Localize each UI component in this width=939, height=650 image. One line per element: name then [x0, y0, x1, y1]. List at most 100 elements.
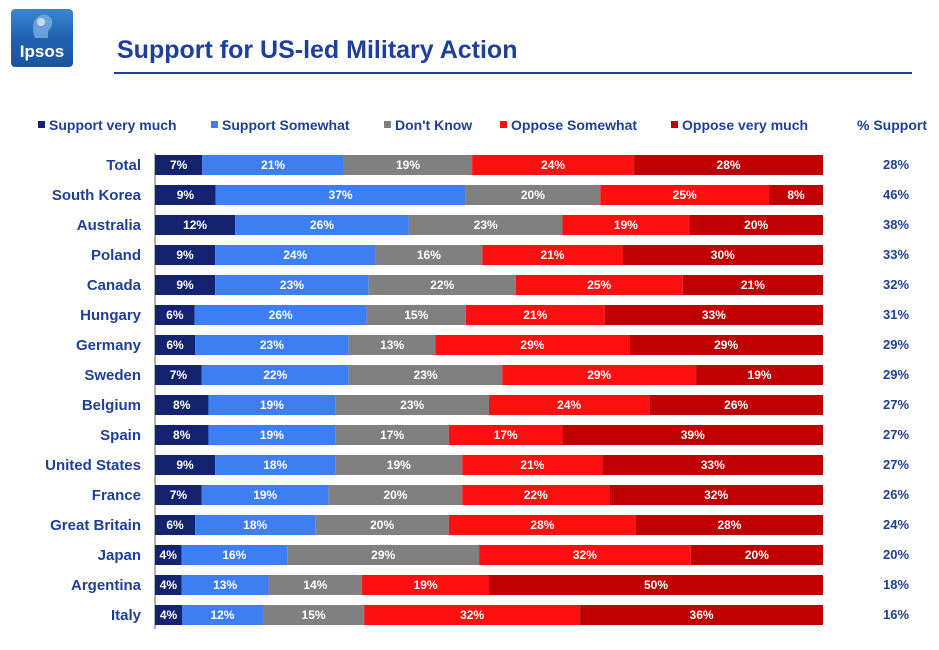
support-percent-total: 28% [883, 157, 909, 172]
bar-segment-belgium-oppose-very-much [649, 395, 823, 415]
legend-swatch [211, 121, 218, 128]
data-label-total-support-very-much: 7% [170, 158, 188, 172]
legend-swatch [500, 121, 507, 128]
data-label-united-states-oppose-somewhat: 21% [520, 458, 544, 472]
data-label-south-korea-oppose-somewhat: 25% [673, 188, 697, 202]
bar-segment-hungary-don-t-know [366, 305, 466, 325]
bar-segment-japan-support-somewhat [181, 545, 288, 565]
bar-segment-canada-oppose-very-much [682, 275, 823, 295]
data-label-great-britain-oppose-very-much: 28% [717, 518, 741, 532]
bar-segment-great-britain-oppose-very-much [635, 515, 823, 535]
support-percent-germany: 29% [883, 337, 909, 352]
data-label-canada-support-somewhat: 23% [280, 278, 304, 292]
data-label-united-states-support-somewhat: 18% [263, 458, 287, 472]
logo-head-icon [33, 14, 53, 38]
bar-segment-argentina-support-very-much [155, 575, 182, 595]
data-label-sweden-support-very-much: 7% [170, 368, 188, 382]
bar-segment-sweden-support-very-much [155, 365, 202, 385]
data-label-japan-don-t-know: 29% [371, 548, 395, 562]
bar-segment-sweden-oppose-somewhat [502, 365, 697, 385]
bar-segment-poland-don-t-know [375, 245, 483, 265]
support-percent-spain: 27% [883, 427, 909, 442]
data-label-canada-oppose-somewhat: 25% [587, 278, 611, 292]
bar-segment-australia-oppose-very-much [689, 215, 823, 235]
data-label-japan-oppose-very-much: 20% [745, 548, 769, 562]
data-label-great-britain-don-t-know: 20% [370, 518, 394, 532]
data-label-hungary-support-somewhat: 26% [269, 308, 293, 322]
data-label-total-oppose-very-much: 28% [717, 158, 741, 172]
data-label-great-britain-support-very-much: 6% [166, 518, 184, 532]
bar-segment-belgium-don-t-know [335, 395, 489, 415]
data-label-hungary-oppose-very-much: 33% [702, 308, 726, 322]
bar-segment-sweden-support-somewhat [201, 365, 349, 385]
data-label-poland-oppose-very-much: 30% [711, 248, 735, 262]
data-label-spain-oppose-very-much: 39% [681, 428, 705, 442]
bar-segment-canada-support-very-much [155, 275, 216, 295]
bar-segment-argentina-support-somewhat [181, 575, 269, 595]
data-label-hungary-oppose-somewhat: 21% [523, 308, 547, 322]
support-percent-sweden: 29% [883, 367, 909, 382]
data-label-japan-support-very-much: 4% [160, 548, 178, 562]
category-label-south-korea: South Korea [52, 187, 142, 204]
data-label-spain-don-t-know: 17% [380, 428, 404, 442]
bar-segment-belgium-support-very-much [155, 395, 209, 415]
data-label-total-support-somewhat: 21% [261, 158, 285, 172]
category-label-argentina: Argentina [71, 577, 142, 594]
legend-label: Support Somewhat [222, 117, 350, 133]
bar-segment-south-korea-oppose-very-much [769, 185, 823, 205]
category-label-sweden: Sweden [84, 367, 141, 384]
bar-segment-hungary-oppose-very-much [604, 305, 823, 325]
legend-label: Don't Know [395, 117, 473, 133]
data-label-germany-support-somewhat: 23% [260, 338, 284, 352]
data-label-australia-oppose-somewhat: 19% [614, 218, 638, 232]
bar-segment-total-support-somewhat [202, 155, 344, 175]
data-label-sweden-oppose-very-much: 19% [748, 368, 772, 382]
bar-segment-belgium-oppose-somewhat [489, 395, 650, 415]
data-label-japan-support-somewhat: 16% [222, 548, 246, 562]
data-label-belgium-support-very-much: 8% [173, 398, 191, 412]
data-label-belgium-support-somewhat: 19% [260, 398, 284, 412]
bar-segment-united-states-don-t-know [335, 455, 463, 475]
legend-label: Oppose very much [682, 117, 809, 133]
data-label-poland-support-somewhat: 24% [283, 248, 307, 262]
data-label-sweden-support-somewhat: 22% [263, 368, 287, 382]
support-percent-poland: 33% [883, 247, 909, 262]
data-label-south-korea-support-somewhat: 37% [329, 188, 353, 202]
data-label-south-korea-oppose-very-much: 8% [787, 188, 805, 202]
data-label-argentina-oppose-very-much: 50% [644, 578, 668, 592]
data-label-great-britain-oppose-somewhat: 28% [530, 518, 554, 532]
data-label-germany-oppose-very-much: 29% [714, 338, 738, 352]
data-label-germany-don-t-know: 13% [380, 338, 404, 352]
data-label-canada-oppose-very-much: 21% [741, 278, 765, 292]
data-label-australia-support-somewhat: 26% [310, 218, 334, 232]
title-divider [114, 72, 912, 74]
bar-segment-united-states-oppose-very-much [602, 455, 823, 475]
bar-segment-poland-support-very-much [155, 245, 216, 265]
bar-segment-total-oppose-somewhat [472, 155, 635, 175]
data-label-spain-support-somewhat: 19% [260, 428, 284, 442]
bar-segment-south-korea-support-very-much [155, 185, 216, 205]
legend-item-support-somewhat: Support Somewhat [211, 117, 350, 133]
bar-segment-poland-oppose-very-much [622, 245, 823, 265]
data-label-poland-support-very-much: 9% [176, 248, 194, 262]
category-label-united-states: United States [45, 457, 141, 474]
data-label-hungary-support-very-much: 6% [166, 308, 184, 322]
support-percent-great-britain: 24% [883, 517, 909, 532]
data-label-united-states-oppose-very-much: 33% [701, 458, 725, 472]
data-label-italy-oppose-very-much: 36% [690, 608, 714, 622]
support-percent-argentina: 18% [883, 577, 909, 592]
category-label-japan: Japan [98, 547, 141, 564]
data-label-argentina-don-t-know: 14% [303, 578, 327, 592]
bar-segment-south-korea-support-somewhat [215, 185, 466, 205]
bar-segment-australia-don-t-know [408, 215, 563, 235]
bar-segment-spain-support-somewhat [208, 425, 336, 445]
support-percent-hungary: 31% [883, 307, 909, 322]
legend-label: Oppose Somewhat [511, 117, 638, 133]
legend-swatch [671, 121, 678, 128]
logo-text: Ipsos [19, 42, 65, 61]
data-label-argentina-support-somewhat: 13% [213, 578, 237, 592]
support-percent-canada: 32% [883, 277, 909, 292]
category-label-germany: Germany [76, 337, 142, 354]
support-percent-united-states: 27% [883, 457, 909, 472]
